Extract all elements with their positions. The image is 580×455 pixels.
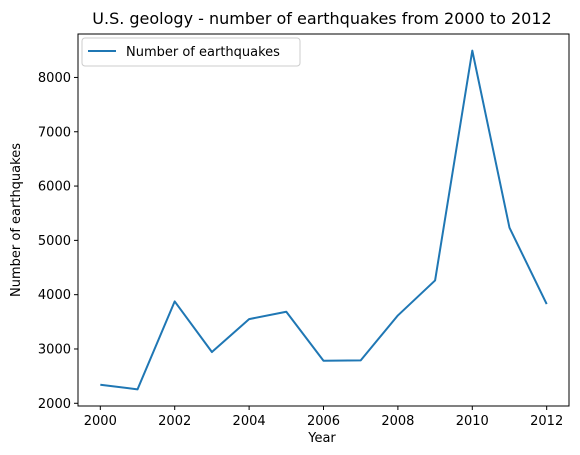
y-tick-label: 6000 — [38, 180, 71, 195]
x-axis-label: Year — [307, 431, 336, 446]
y-tick-label: 5000 — [38, 234, 71, 249]
x-tick-label: 2004 — [233, 414, 266, 429]
x-tick-label: 2000 — [84, 414, 117, 429]
y-tick-label: 4000 — [38, 288, 71, 303]
plot-frame — [77, 33, 570, 407]
x-tick-label: 2002 — [158, 414, 191, 429]
x-tick-label: 2012 — [530, 414, 563, 429]
chart-title: U.S. geology - number of earthquakes fro… — [92, 9, 551, 28]
y-axis: 2000 3000 4000 5000 6000 7000 8000 — [38, 71, 78, 412]
x-tick-label: 2008 — [381, 414, 414, 429]
y-tick-label: 3000 — [38, 342, 71, 357]
plot-area — [77, 33, 570, 407]
x-tick-label: 2010 — [456, 414, 489, 429]
x-tick-label: 2006 — [307, 414, 340, 429]
legend: Number of earthquakes — [81, 37, 301, 67]
y-tick-label: 8000 — [38, 71, 71, 86]
y-tick-label: 2000 — [38, 397, 71, 412]
series-layer — [100, 49, 548, 391]
legend-box — [81, 37, 301, 67]
series-line — [100, 49, 548, 391]
y-tick-label: 7000 — [38, 125, 71, 140]
y-axis-label: Number of earthquakes — [9, 143, 24, 297]
legend-label: Number of earthquakes — [126, 45, 280, 60]
x-axis: 2000 2002 2004 2006 2008 2010 2012 — [84, 406, 563, 429]
